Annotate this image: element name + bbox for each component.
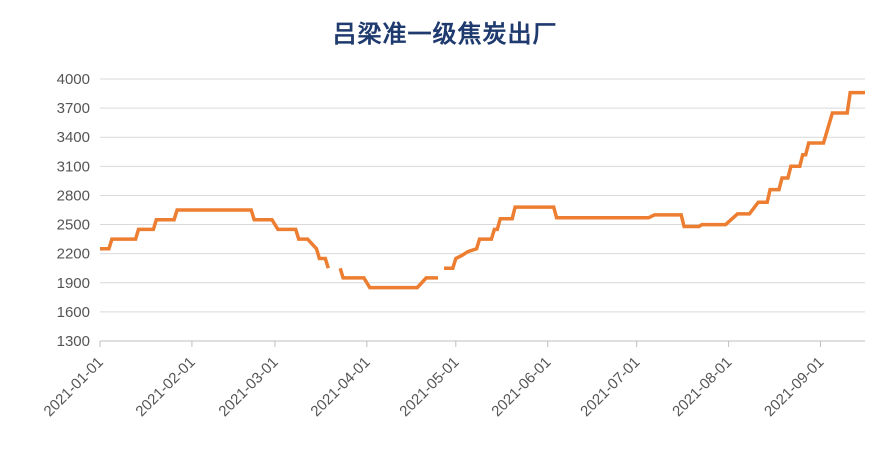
x-tick-label: 2021-09-01 [761, 354, 827, 420]
x-tick-label: 2021-07-01 [577, 354, 643, 420]
y-tick-label: 3700 [57, 100, 90, 117]
x-tick-label: 2021-05-01 [396, 354, 462, 420]
x-axis-tick-labels: 2021-01-01 2021-02-01 2021-03-01 2021-04-01… [41, 354, 828, 420]
y-tick-label: 2500 [57, 217, 90, 234]
y-tick-label: 3100 [57, 158, 90, 175]
gridlines [100, 78, 865, 313]
series-line-segment [444, 90, 865, 270]
series-line [100, 90, 865, 290]
y-tick-label: 1300 [57, 333, 90, 350]
y-tick-label: 3400 [57, 129, 90, 146]
y-tick-label: 4000 [57, 71, 90, 88]
y-tick-label: 1900 [57, 275, 90, 292]
y-tick-label: 1600 [57, 304, 90, 321]
x-tick-label: 2021-01-01 [41, 354, 107, 420]
y-tick-label: 2200 [57, 246, 90, 263]
y-tick-label: 2800 [57, 187, 90, 204]
x-tick-label: 2021-04-01 [307, 354, 373, 420]
series-line-segment [100, 208, 330, 269]
x-tick-label: 2021-03-01 [215, 354, 281, 420]
chart-title: 吕梁准一级焦炭出厂 [332, 20, 558, 48]
series-line-segment [338, 267, 438, 290]
y-axis-tick-labels: 4000 3700 3400 3100 2800 2500 2200 1900 1600 1300 [57, 71, 90, 350]
x-tick-label: 2021-06-01 [488, 354, 554, 420]
axes [99, 340, 865, 347]
x-tick-label: 2021-08-01 [669, 354, 735, 420]
x-tick-label: 2021-02-01 [132, 354, 198, 420]
